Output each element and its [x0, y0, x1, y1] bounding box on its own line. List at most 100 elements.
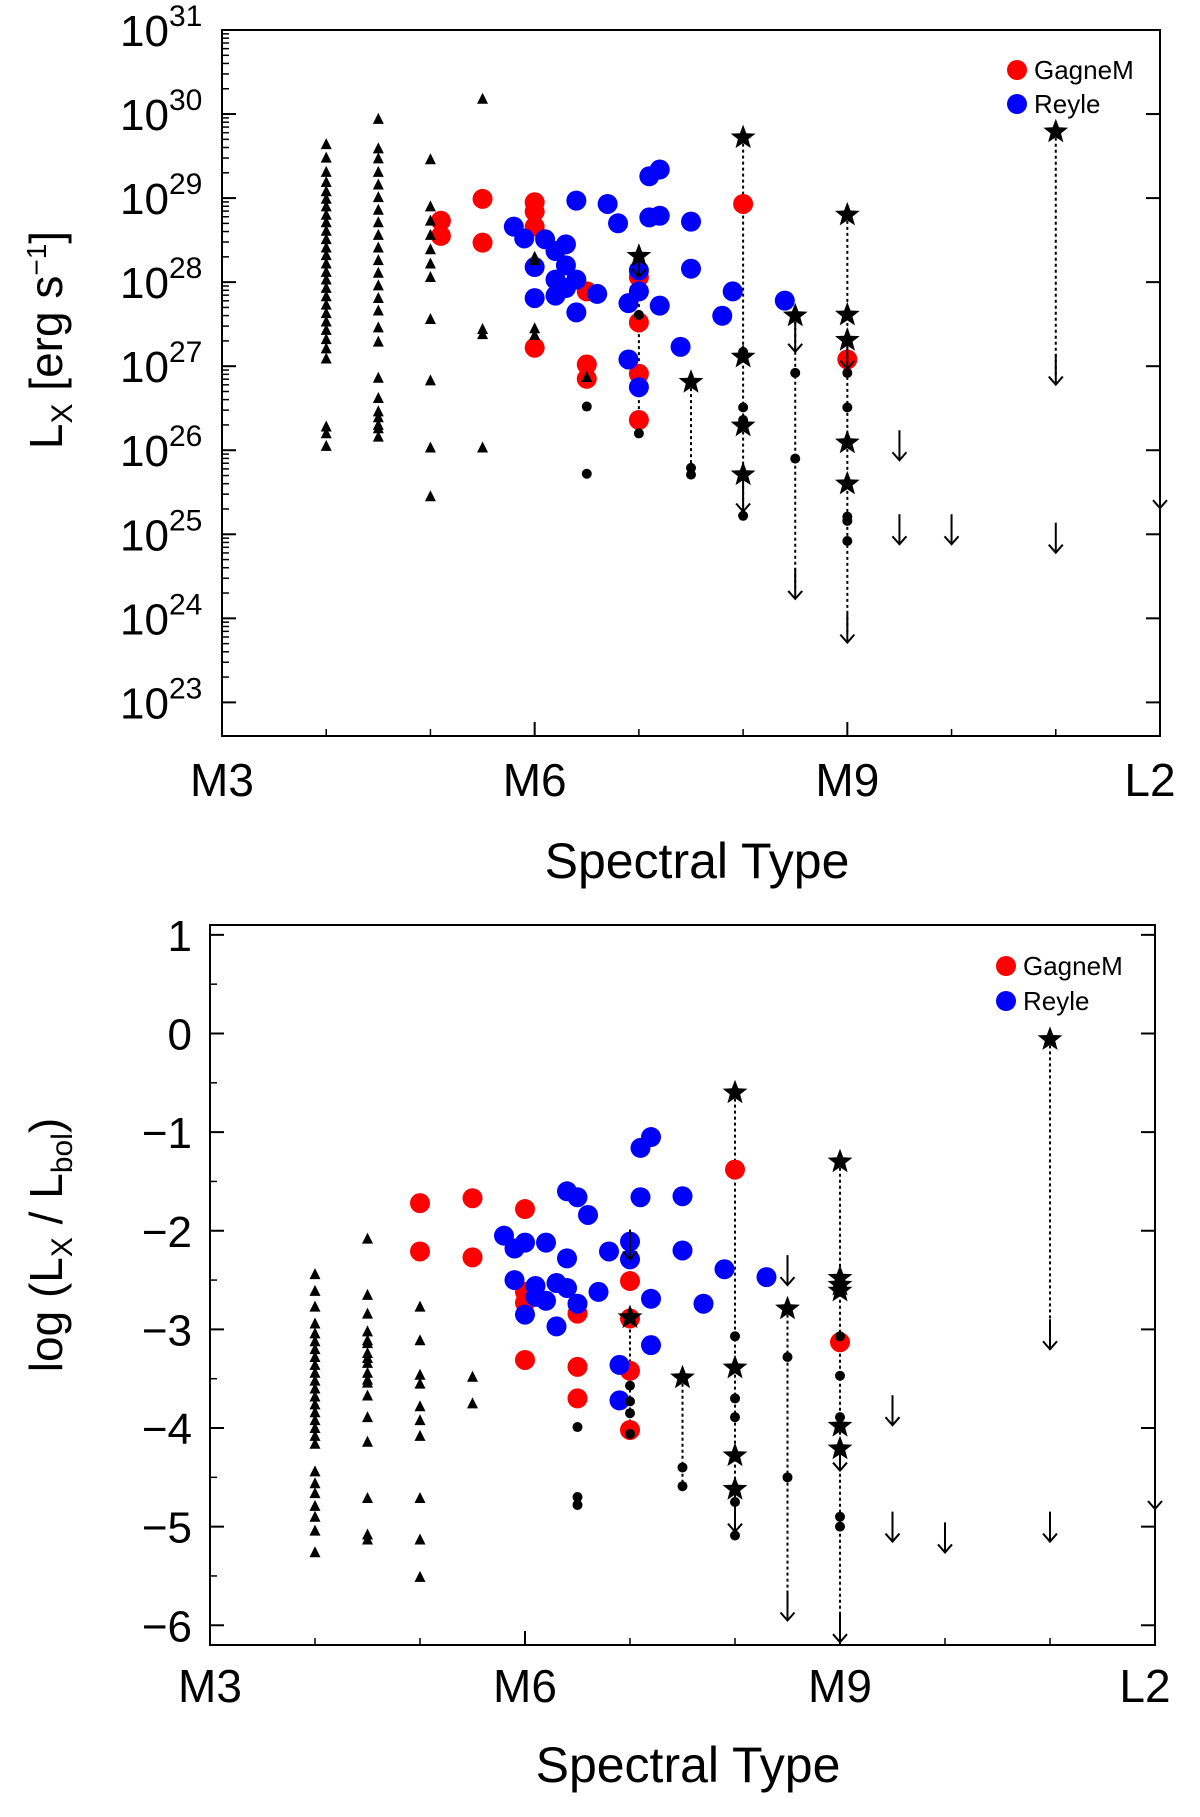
- bottom-reyle-point: [609, 1354, 630, 1375]
- bottom-triangle-point: [362, 1389, 373, 1401]
- bottom-triangle-point: [309, 1374, 321, 1386]
- bottom-gagnem-point: [462, 1188, 483, 1209]
- top-triangle-point: [477, 92, 489, 104]
- top-gagnem-point: [733, 193, 754, 214]
- top-triangle-point: [372, 142, 384, 154]
- bottom-triangle-point: [414, 1570, 426, 1582]
- bottom-upper-limit-arrow-point: [884, 1511, 901, 1544]
- top-triangle-point: [372, 371, 384, 383]
- bottom-reyle-point: [630, 1187, 651, 1208]
- top-upper-limit-arrow-point: [787, 568, 803, 601]
- bottom-triangle-point: [362, 1307, 373, 1319]
- bottom-triangle-point: [362, 1288, 373, 1300]
- bottom-triangle-point: [309, 1510, 321, 1522]
- bottom-x-tick-label: M3: [178, 1660, 242, 1712]
- bottom-dot-point: [572, 1422, 583, 1433]
- top-triangle-point: [320, 241, 332, 253]
- top-triangle-point: [424, 270, 436, 282]
- bottom-triangle-point: [309, 1406, 321, 1418]
- bottom-legend-gagnem-marker: [996, 956, 1016, 976]
- bottom-panel-ratio: 1 0 −1 −2 −3 −4 −5 −6 M3 M6 M9 L2 Spectral Type lo…: [20, 912, 1171, 1793]
- top-triangle-point: [372, 152, 384, 164]
- bottom-y-tick-label: 0: [168, 1010, 192, 1059]
- top-y-tick-exponent: 28: [169, 252, 202, 285]
- bottom-reyle-point: [641, 1127, 661, 1148]
- top-dot-point: [738, 402, 749, 413]
- bottom-plot-frame: [209, 924, 1156, 1646]
- top-y-tick-label: 1025: [120, 504, 202, 560]
- bottom-dot-point: [625, 1428, 635, 1439]
- top-x-tick-label: L2: [1124, 754, 1175, 806]
- top-y-tick-exponent: 23: [169, 672, 202, 705]
- bottom-reyle-point: [557, 1248, 577, 1269]
- top-y-tick-exponent: 25: [169, 504, 202, 537]
- bottom-gagnem-point: [515, 1199, 535, 1220]
- bottom-triangle-point: [362, 1411, 373, 1423]
- top-triangle-point: [320, 265, 332, 277]
- bottom-ylabel-pre: log (L: [20, 1257, 72, 1372]
- top-star-point: [730, 461, 756, 486]
- bottom-dot-point: [730, 1412, 740, 1423]
- bottom-upper-limit-arrow-point: [1042, 1511, 1058, 1544]
- bottom-star-point: [722, 1442, 748, 1467]
- top-triangle-point: [529, 322, 541, 334]
- bottom-gagnem-point: [410, 1241, 430, 1262]
- top-triangle-point: [424, 490, 436, 502]
- bottom-triangle-point: [362, 1435, 373, 1447]
- bottom-legend: GagneM Reyle: [996, 951, 1123, 1016]
- bottom-triangle-point: [414, 1377, 426, 1389]
- top-ylabel-x: X: [46, 403, 79, 423]
- top-ylabel-l: L: [20, 423, 72, 449]
- top-x-tick-label: M3: [190, 754, 254, 806]
- bottom-reyle-point: [714, 1259, 735, 1280]
- bottom-y-tick-label: −6: [142, 1602, 192, 1651]
- bottom-upper-limit-arrow-point: [937, 1522, 953, 1554]
- top-triangle-point: [372, 203, 384, 215]
- top-upper-limit-arrow-point: [1152, 478, 1168, 510]
- top-triangle-point: [372, 418, 384, 430]
- bottom-triangle-point: [467, 1370, 478, 1382]
- top-x-tick-label: M9: [815, 754, 879, 806]
- top-y-tick-exponent: 24: [169, 588, 202, 621]
- bottom-reyle-point: [567, 1293, 588, 1314]
- bottom-x-ticks: M3 M6 M9 L2: [178, 1631, 1171, 1712]
- top-reyle-point: [670, 336, 691, 357]
- bottom-reyle-point: [672, 1186, 693, 1207]
- top-ylabel-exp: −1: [21, 244, 52, 276]
- bottom-triangle-point: [362, 1351, 373, 1363]
- bottom-reyle-point: [756, 1267, 777, 1288]
- top-upper-limit-arrow-point: [735, 481, 751, 514]
- top-star-point: [835, 429, 860, 454]
- top-reyle-point: [628, 281, 649, 302]
- top-plot-frame: [221, 29, 1161, 737]
- top-triangle-point: [320, 315, 332, 327]
- bottom-star-point: [722, 1079, 748, 1104]
- top-triangle-point: [320, 273, 332, 285]
- top-reyle-point: [566, 269, 587, 290]
- bottom-triangle-point: [309, 1524, 321, 1536]
- top-triangle-point: [320, 233, 332, 245]
- bottom-triangle-point: [309, 1398, 321, 1410]
- bottom-triangle-point: [309, 1465, 321, 1477]
- top-triangle-point: [320, 216, 332, 228]
- bottom-triangle-point: [362, 1334, 373, 1346]
- top-gagnem-point: [430, 225, 451, 246]
- top-triangle-point: [372, 291, 384, 303]
- bottom-triangle-point: [362, 1366, 373, 1378]
- top-dot-point: [581, 401, 592, 412]
- bottom-legend-gagnem-label: GagneM: [1023, 951, 1123, 981]
- bottom-dot-point: [677, 1462, 688, 1473]
- bottom-y-ticks: 1 0 −1 −2 −3 −4 −5 −6: [142, 912, 1155, 1651]
- top-triangle-point: [424, 374, 436, 386]
- bottom-dot-point: [625, 1408, 635, 1419]
- bottom-triangle-point: [309, 1546, 321, 1558]
- bottom-triangle-point: [309, 1284, 321, 1296]
- top-triangle-point: [320, 281, 332, 293]
- top-reyle-point: [774, 290, 795, 311]
- bottom-dot-point: [730, 1530, 740, 1541]
- bottom-x-tick-label: M6: [493, 1660, 557, 1712]
- bottom-triangle-point: [414, 1334, 426, 1346]
- top-ylabel-unit: [erg s: [20, 276, 72, 391]
- top-triangle-point: [320, 249, 332, 261]
